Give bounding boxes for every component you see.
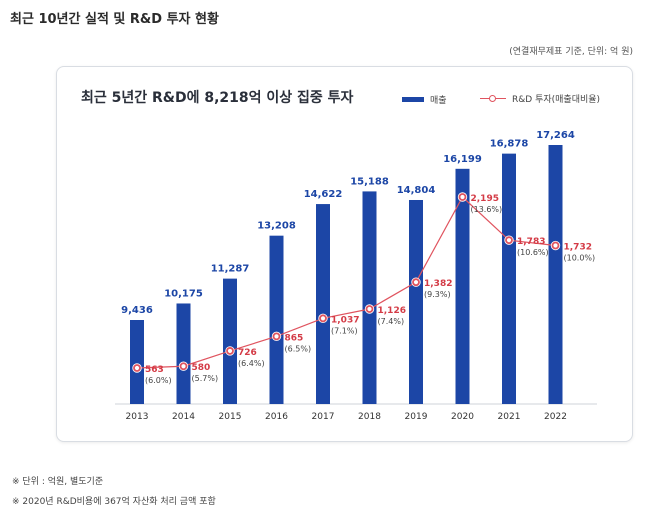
rd-ratio-label: (9.3%)	[424, 290, 451, 299]
x-tick-label: 2021	[498, 412, 521, 422]
sales-value-label: 11,287	[211, 264, 250, 275]
rd-point	[505, 236, 513, 245]
x-tick-label: 2015	[219, 412, 242, 422]
rd-ratio-label: (13.6%)	[471, 205, 503, 214]
sales-bar	[548, 145, 563, 404]
rd-point	[319, 314, 327, 323]
sales-bar	[316, 204, 330, 404]
footnotes: ※ 단위 : 억원, 별도기준 ※ 2020년 R&D비용에 367억 자산화 …	[12, 472, 216, 512]
sales-value-label: 16,199	[443, 154, 482, 165]
sales-bar	[409, 199, 423, 404]
rd-value-label: 2,195	[471, 194, 499, 204]
sales-bar	[176, 303, 191, 404]
legend-item-sales: 매출	[402, 93, 447, 106]
sales-bar	[502, 153, 516, 404]
rd-ratio-label: (7.4%)	[378, 317, 405, 326]
page-title: 최근 10년간 실적 및 R&D 투자 현황	[10, 12, 219, 27]
sales-bar	[130, 320, 144, 404]
rd-value-label: 726	[238, 348, 257, 358]
rd-value-label: 1,732	[564, 243, 592, 253]
rd-point	[458, 193, 467, 201]
x-tick-label: 2022	[544, 412, 567, 422]
footnote-unit: ※ 단위 : 억원, 별도기준	[12, 477, 104, 487]
sales-value-label: 9,436	[121, 305, 153, 316]
legend-label-rd: R&D 투자(매출대비율)	[512, 95, 601, 105]
unit-note: (연결재무제표 기준, 단위: 억 원)	[509, 47, 633, 57]
footnote-capitalization: ※ 2020년 R&D비용에 367억 자산화 처리 금액 포함	[12, 497, 216, 507]
x-tick-label: 2014	[172, 412, 195, 422]
chart-plot: 9,436 2013 10,175 2014 11,287 2015 13,208 2016 1…	[115, 130, 597, 422]
rd-value-label: 1,783	[517, 237, 545, 247]
rd-ratio-label: (6.0%)	[145, 376, 172, 385]
rd-line	[136, 196, 556, 369]
x-tick-label: 2020	[451, 412, 474, 422]
legend-bar-swatch	[402, 97, 424, 102]
rd-ratio-label: (7.1%)	[331, 326, 358, 335]
rd-value-label: 1,382	[424, 279, 452, 289]
sales-value-label: 13,208	[257, 221, 296, 232]
rd-value-label: 865	[285, 333, 304, 343]
rd-value-label: 1,126	[378, 306, 406, 316]
sales-bar	[269, 235, 284, 404]
sales-bar	[362, 191, 377, 404]
chart-title: 최근 5년간 R&D에 8,218억 이상 집중 투자	[81, 90, 354, 106]
rd-point	[272, 332, 281, 341]
legend-line-swatch	[480, 94, 506, 103]
rd-point	[179, 362, 188, 371]
rd-point	[226, 347, 234, 355]
x-tick-label: 2019	[405, 412, 428, 422]
sales-value-label: 17,264	[536, 130, 575, 141]
rd-point	[412, 278, 420, 287]
sales-value-label: 16,878	[490, 139, 529, 150]
legend-label-sales: 매출	[430, 96, 447, 106]
sales-bar	[455, 168, 470, 404]
rd-ratio-label: (10.6%)	[517, 248, 549, 257]
rd-ratio-label: (10.0%)	[564, 254, 596, 263]
sales-value-label: 10,175	[164, 288, 203, 299]
legend-item-rd: R&D 투자(매출대비율)	[480, 92, 600, 105]
rd-ratio-label: (6.5%)	[285, 344, 312, 353]
rd-value-label: 563	[145, 365, 164, 375]
chart-card: 최근 5년간 R&D에 8,218억 이상 집중 투자 매출 R&D 투자(매출…	[56, 66, 633, 442]
rd-point	[365, 305, 374, 313]
x-tick-label: 2017	[312, 412, 335, 422]
x-tick-label: 2018	[358, 412, 381, 422]
sales-value-label: 15,188	[350, 176, 389, 187]
rd-point	[133, 364, 141, 372]
x-tick-label: 2013	[126, 412, 149, 422]
rd-value-label: 1,037	[331, 315, 359, 325]
rd-point	[551, 241, 560, 250]
rd-ratio-label: (6.4%)	[238, 359, 265, 368]
rd-ratio-label: (5.7%)	[192, 374, 219, 383]
sales-value-label: 14,622	[304, 189, 343, 200]
rd-value-label: 580	[192, 363, 211, 373]
x-tick-label: 2016	[265, 412, 288, 422]
sales-bar	[223, 278, 237, 404]
sales-value-label: 14,804	[397, 185, 436, 196]
